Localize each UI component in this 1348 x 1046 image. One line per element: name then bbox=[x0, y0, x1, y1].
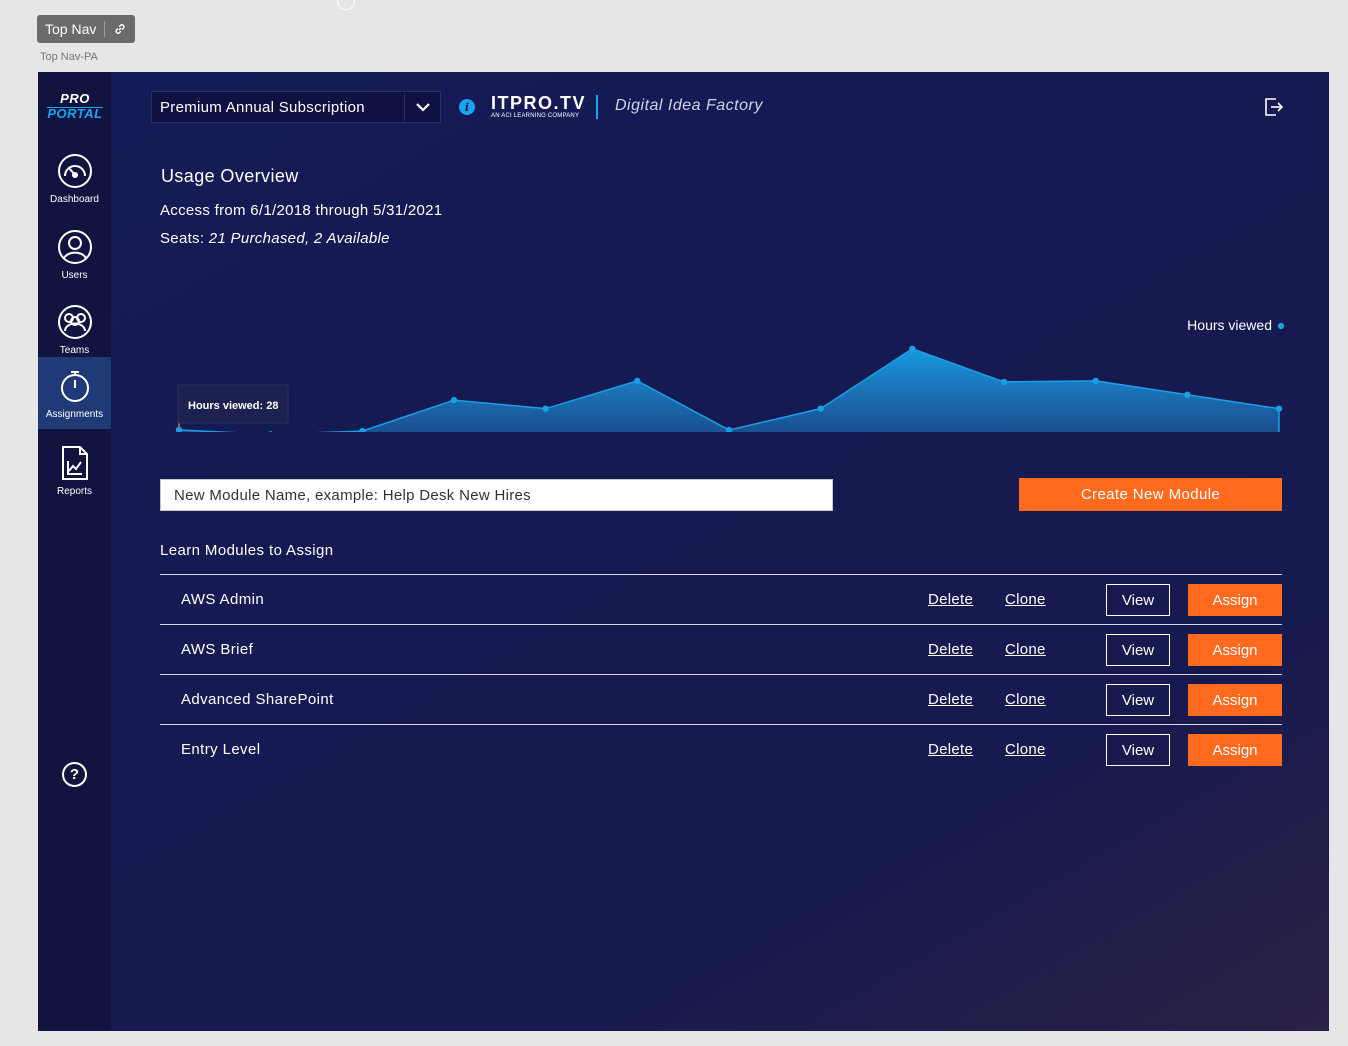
team-icon bbox=[57, 304, 92, 339]
chart-point bbox=[1184, 391, 1191, 398]
brand-name: ITPRO.TV bbox=[491, 93, 587, 113]
chart-point bbox=[450, 396, 458, 404]
pro-portal-logo[interactable]: PRO PORTAL bbox=[44, 92, 106, 120]
frame-tag-divider bbox=[104, 21, 106, 37]
info-icon[interactable]: i bbox=[459, 99, 475, 115]
brand-divider bbox=[596, 95, 598, 119]
clone-link[interactable]: Clone bbox=[1005, 691, 1046, 708]
view-button[interactable]: View bbox=[1106, 734, 1170, 766]
clone-link[interactable]: Clone bbox=[1005, 591, 1046, 608]
dashboard-gauge-icon bbox=[57, 153, 92, 188]
nav-label-teams: Teams bbox=[59, 344, 90, 356]
module-name-input[interactable] bbox=[160, 479, 833, 511]
frame-tag[interactable]: Top Nav bbox=[37, 15, 135, 43]
brand-tagline: AN ACI LEARNING COMPANY bbox=[491, 113, 580, 119]
canvas-help-icon bbox=[337, 0, 355, 10]
app-frame: PRO PORTAL Dashboard Users bbox=[38, 72, 1329, 1031]
chart-point bbox=[725, 426, 733, 432]
create-new-module-button[interactable]: Create New Module bbox=[1019, 478, 1282, 511]
chart-point bbox=[1275, 405, 1283, 412]
access-period: Access from 6/1/2018 through 5/31/2021 bbox=[160, 202, 443, 219]
stopwatch-icon bbox=[60, 370, 89, 402]
user-icon bbox=[57, 229, 92, 264]
frame-tag-label: Top Nav bbox=[45, 21, 97, 37]
delete-link[interactable]: Delete bbox=[928, 741, 974, 758]
chart-legend-label: Hours viewed bbox=[1187, 317, 1272, 333]
chart-area-fill bbox=[179, 348, 1279, 432]
list-item: AWS Admin Delete Clone View Assign bbox=[160, 574, 1282, 624]
logout-icon[interactable] bbox=[1263, 96, 1285, 118]
delete-link[interactable]: Delete bbox=[928, 691, 974, 708]
delete-link[interactable]: Delete bbox=[928, 641, 974, 658]
view-button[interactable]: View bbox=[1106, 634, 1170, 666]
view-button[interactable]: View bbox=[1106, 584, 1170, 616]
logo-text-top: PRO bbox=[60, 91, 90, 106]
chevron-down-icon[interactable] bbox=[404, 93, 440, 121]
delete-link[interactable]: Delete bbox=[928, 591, 974, 608]
nav-item-teams[interactable]: Teams bbox=[38, 293, 111, 365]
chart-point bbox=[175, 426, 183, 432]
company-name: Digital Idea Factory bbox=[615, 97, 763, 114]
clone-link[interactable]: Clone bbox=[1005, 741, 1046, 758]
chart-tooltip-text: Hours viewed: 28 bbox=[188, 400, 278, 412]
usage-overview-title: Usage Overview bbox=[161, 166, 299, 186]
module-name: Advanced SharePoint bbox=[181, 691, 334, 708]
subscription-value: Premium Annual Subscription bbox=[160, 98, 365, 116]
nav-item-reports[interactable]: Reports bbox=[38, 434, 111, 506]
nav-item-users[interactable]: Users bbox=[38, 218, 111, 290]
sidebar: PRO PORTAL Dashboard Users bbox=[38, 72, 111, 1031]
link-icon[interactable] bbox=[105, 22, 133, 36]
view-button[interactable]: View bbox=[1106, 684, 1170, 716]
chart-point bbox=[542, 405, 549, 412]
itprotv-logo: ITPRO.TV AN ACI LEARNING COMPANY bbox=[491, 94, 586, 119]
chart-tooltip: Hours viewed: 28 bbox=[177, 384, 289, 424]
chart-point bbox=[817, 405, 824, 412]
subscription-select[interactable]: Premium Annual Subscription bbox=[151, 91, 441, 123]
report-chart-icon bbox=[61, 445, 88, 480]
chart-point bbox=[909, 345, 916, 352]
assign-button[interactable]: Assign bbox=[1188, 734, 1282, 766]
nav-label-dashboard: Dashboard bbox=[50, 193, 99, 205]
help-icon[interactable]: ? bbox=[62, 762, 87, 787]
clone-link[interactable]: Clone bbox=[1005, 641, 1046, 658]
logo-text-bottom: PORTAL bbox=[47, 106, 103, 121]
chart-point bbox=[359, 427, 366, 432]
seats-label: Seats: bbox=[160, 230, 205, 247]
assign-button[interactable]: Assign bbox=[1188, 584, 1282, 616]
module-name: Entry Level bbox=[181, 741, 261, 758]
list-item: AWS Brief Delete Clone View Assign bbox=[160, 624, 1282, 674]
chart-point bbox=[1000, 378, 1008, 386]
nav-label-reports: Reports bbox=[56, 485, 92, 497]
chart-tooltip-box bbox=[177, 384, 289, 424]
chart-point bbox=[1092, 377, 1099, 385]
assign-button[interactable]: Assign bbox=[1188, 684, 1282, 716]
module-name: AWS Admin bbox=[181, 591, 265, 608]
nav-label-users: Users bbox=[61, 269, 88, 281]
nav-item-dashboard[interactable]: Dashboard bbox=[38, 142, 111, 214]
nav-label-assignments: Assignments bbox=[45, 408, 104, 420]
chart-point bbox=[634, 377, 641, 385]
module-name: AWS Brief bbox=[181, 641, 254, 658]
list-item: Advanced SharePoint Delete Clone View As… bbox=[160, 674, 1282, 724]
frame-caption: Top Nav-PA bbox=[40, 51, 98, 63]
chart-point bbox=[268, 431, 273, 432]
chart-legend-swatch bbox=[1277, 322, 1285, 330]
module-list: AWS Admin Delete Clone View Assign AWS B… bbox=[160, 574, 1282, 774]
seats-value: 21 Purchased, 2 Available bbox=[208, 230, 390, 247]
list-item: Entry Level Delete Clone View Assign bbox=[160, 724, 1282, 774]
nav-item-assignments[interactable]: Assignments bbox=[38, 357, 111, 429]
learn-modules-title: Learn Modules to Assign bbox=[160, 542, 334, 559]
seats-info: Seats: 21 Purchased, 2 Available bbox=[160, 230, 390, 247]
assign-button[interactable]: Assign bbox=[1188, 634, 1282, 666]
